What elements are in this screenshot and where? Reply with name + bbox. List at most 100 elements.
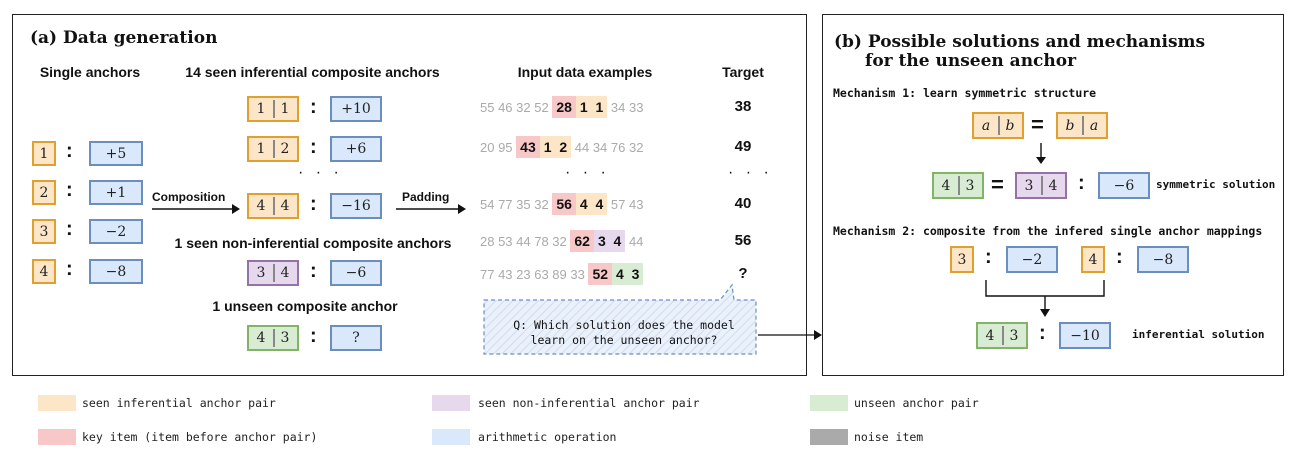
pair-first: 4 <box>985 327 995 344</box>
colon: : <box>310 96 317 118</box>
pair-second: b <box>1005 117 1015 134</box>
inferential-solution-label: inferential solution <box>1132 328 1265 341</box>
anchor-pair-tokens: 3 4 <box>593 230 626 252</box>
legend-swatch-unseen <box>810 395 848 411</box>
target-5: ? <box>738 265 748 282</box>
pair-divider <box>1002 326 1004 345</box>
operation-box: −10 <box>1059 322 1111 349</box>
pair-second: 1 <box>280 101 290 117</box>
seen-pair-34: 3 4 <box>1015 172 1067 199</box>
target-4: 56 <box>734 232 752 249</box>
pair-first: 1 <box>256 141 266 157</box>
noise-items: 34 33 <box>610 100 644 115</box>
pair-second: 4 <box>280 198 290 214</box>
non-inferential-label: 1 seen non-inferential composite anchors <box>174 235 452 251</box>
pair-first: 1 <box>543 139 552 155</box>
pair-first: 1 <box>579 99 588 115</box>
key-item: 43 <box>516 136 540 158</box>
pair-first: 4 <box>616 266 624 282</box>
speech-bubble <box>483 283 757 355</box>
example-row-1: 55 46 32 52 28 1 1 34 33 <box>480 96 643 118</box>
noise-items: 55 46 32 52 <box>480 100 549 115</box>
key-item: 28 <box>552 96 576 118</box>
pair-divider <box>273 329 275 347</box>
question-text: Q: Which solution does the model learn o… <box>513 318 735 347</box>
key-item: 56 <box>552 193 576 215</box>
pair-first: b <box>1065 117 1075 134</box>
legend-label-seen-inferential: seen inferential anchor pair <box>82 396 276 410</box>
mechanism-2-label: Mechanism 2: composite from the infered … <box>833 224 1263 238</box>
legend-label-unseen: unseen anchor pair <box>854 396 979 410</box>
key-item: 52 <box>588 263 613 285</box>
noise-items: 20 95 <box>480 140 513 155</box>
example-row-5: 77 43 23 63 89 33 52 4 3 <box>480 263 644 285</box>
operation-box: ? <box>330 325 382 351</box>
pair-first: a <box>981 117 991 134</box>
single-key-4: 4 <box>1081 246 1105 273</box>
target-3: 40 <box>734 195 752 212</box>
header-target: Target <box>722 64 764 80</box>
colon: : <box>985 246 992 268</box>
key-item: 62 <box>570 230 594 252</box>
anchor-pair: 4 4 <box>247 193 299 219</box>
colon: : <box>66 179 73 201</box>
header-single-anchors: Single anchors <box>39 64 141 80</box>
unseen-pair-43: 4 3 <box>932 172 984 199</box>
anchor-pair: 1 2 <box>247 136 299 162</box>
header-seen-inferential: 14 seen inferential composite anchors <box>185 64 440 80</box>
noise-items: 57 43 <box>610 197 644 212</box>
pair-second: 3 <box>1009 327 1019 344</box>
anchor-pair: 1 1 <box>247 96 299 122</box>
panel-b-title-1: (b) Possible solutions and mechanisms <box>834 32 1206 52</box>
example-row-4: 28 53 44 78 32 62 3 4 44 <box>480 230 643 252</box>
colon: : <box>1078 172 1085 194</box>
legend-label-arithmetic: arithmetic operation <box>478 430 617 444</box>
legend-label-key-item: key item (item before anchor pair) <box>82 430 318 444</box>
connector-arrow <box>758 330 822 340</box>
pair-first: 1 <box>256 101 266 117</box>
operation-box: −8 <box>1137 246 1189 273</box>
legend-swatch-seen-non-inferential <box>432 395 470 411</box>
ellipsis-composite: · · · <box>298 164 343 181</box>
operation-box: −6 <box>1098 172 1150 199</box>
colon: : <box>1116 246 1123 268</box>
down-arrow-1 <box>1036 143 1046 164</box>
colon: : <box>66 258 73 280</box>
pair-first: 4 <box>256 198 266 214</box>
operation-box: −2 <box>1006 246 1058 273</box>
symmetric-solution-label: symmetric solution <box>1156 178 1276 191</box>
pair-first: 3 <box>256 265 266 281</box>
noise-items: 28 53 44 78 32 <box>480 234 567 249</box>
pair-second: 2 <box>559 139 568 155</box>
colon: : <box>310 193 317 215</box>
padding-arrow <box>396 204 466 214</box>
legend-label-seen-non-inferential: seen non-inferential anchor pair <box>478 396 700 410</box>
target-1: 38 <box>734 98 752 115</box>
pair-divider <box>1041 176 1043 195</box>
panel-b-title-2: for the unseen anchor <box>865 51 1077 71</box>
pair-divider <box>998 116 1000 135</box>
ellipsis-targets: · · · <box>728 164 773 181</box>
pair-second: 3 <box>631 266 640 282</box>
equals-sign: = <box>991 172 1004 197</box>
operation-box: −16 <box>330 193 382 219</box>
anchor-pair-tokens: 1 1 <box>575 96 608 118</box>
example-row-3: 54 77 35 32 56 4 4 57 43 <box>480 193 643 215</box>
operation-box: +6 <box>330 136 382 162</box>
pair-first: 4 <box>941 177 951 194</box>
pair-second: 3 <box>280 330 290 346</box>
symbolic-pair-ab: a b <box>972 112 1024 139</box>
header-input-examples: Input data examples <box>517 64 653 80</box>
colon: : <box>1039 322 1046 344</box>
symbolic-pair-ba: b a <box>1056 112 1108 139</box>
operation-box: +10 <box>330 96 382 122</box>
composition-arrow <box>152 204 240 214</box>
mechanism-1-label: Mechanism 1: learn symmetric structure <box>833 86 1097 100</box>
legend-swatch-noise <box>810 429 848 445</box>
noise-items: 77 43 23 63 89 33 <box>480 267 585 282</box>
ellipsis-examples: · · · <box>565 164 610 181</box>
anchor-pair-tokens: 4 3 <box>612 263 644 285</box>
legend-label-noise: noise item <box>854 430 924 444</box>
composition-label: Composition <box>152 190 226 204</box>
legend-swatch-seen-inferential <box>38 395 76 411</box>
